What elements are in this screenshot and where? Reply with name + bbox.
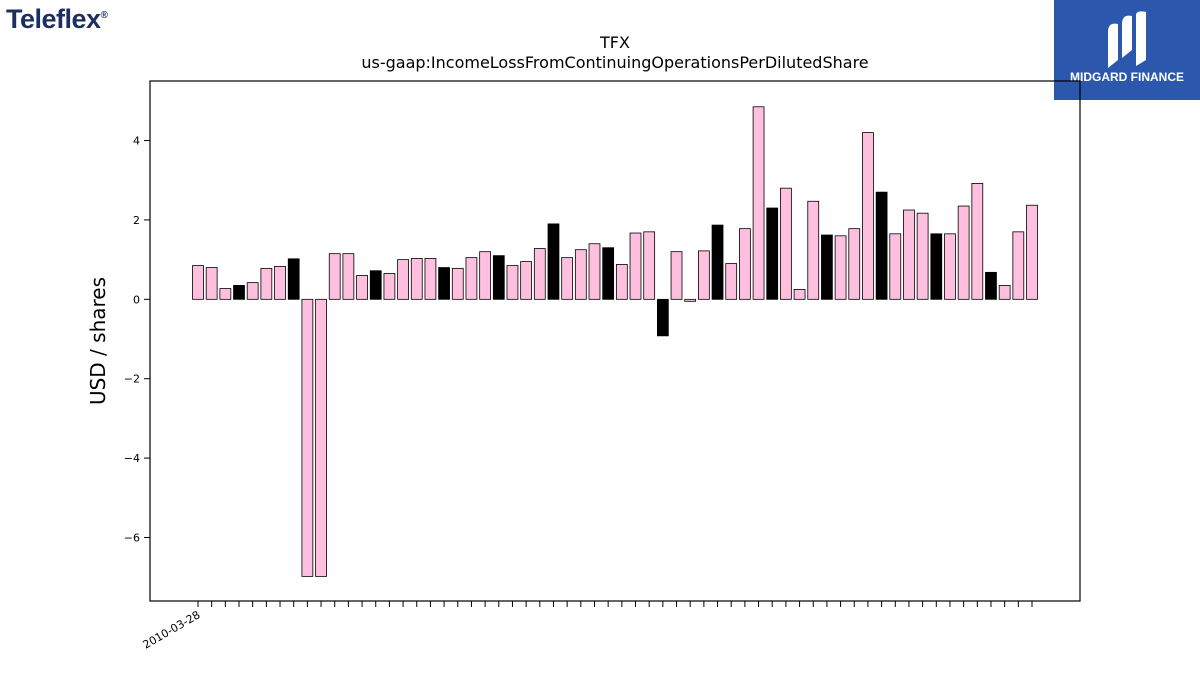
bar: [301, 298, 314, 577]
bar: [985, 271, 997, 300]
bar: [875, 191, 888, 300]
bar: [438, 267, 450, 300]
bar: [465, 257, 478, 300]
bar: [492, 255, 505, 300]
bar: [533, 248, 546, 300]
bar: [629, 232, 642, 300]
registered-mark: ®: [100, 10, 108, 21]
y-tick-label: −4: [124, 452, 140, 465]
bar: [192, 265, 204, 300]
bar: [903, 209, 915, 300]
bar: [889, 233, 902, 300]
bar: [916, 212, 929, 300]
y-tick-label: 0: [133, 293, 140, 306]
bar: [862, 132, 874, 300]
y-axis-label: USD / shares: [86, 277, 110, 405]
company-logo: Teleflex®: [6, 4, 108, 35]
chart-subtitle: us-gaap:IncomeLossFromContinuingOperatio…: [361, 53, 868, 72]
bar: [410, 258, 423, 300]
bar: [957, 205, 970, 300]
bar: [506, 265, 519, 300]
bar: [260, 267, 273, 300]
bar: [574, 249, 587, 300]
bar: [369, 270, 382, 300]
bar: [328, 253, 341, 300]
bar: [246, 282, 259, 300]
bar: [807, 200, 820, 300]
bar: [588, 243, 601, 300]
bar: [1012, 231, 1025, 300]
bar: [725, 263, 738, 300]
bar: [356, 275, 368, 300]
bar: [834, 235, 847, 300]
bar: [287, 258, 300, 300]
bar: [998, 285, 1011, 300]
y-tick-label: 4: [133, 135, 140, 148]
y-tick-label: −2: [124, 373, 140, 386]
bar: [848, 228, 861, 300]
bar: [479, 251, 491, 300]
bar: [520, 261, 532, 300]
bar: [780, 187, 792, 300]
y-tick-label: 2: [133, 214, 140, 227]
bar: [205, 267, 218, 300]
bar: [424, 258, 437, 300]
bar: [930, 233, 943, 300]
sponsor-emblem-icon: [1108, 11, 1146, 68]
bar: [656, 298, 669, 337]
x-tick-label: 2010-03-28: [141, 608, 203, 651]
bar: [274, 265, 286, 300]
bar: [342, 253, 355, 300]
plot-frame: [149, 80, 1081, 602]
bar: [821, 234, 833, 300]
bar: [739, 228, 751, 300]
bar: [793, 288, 806, 300]
bar: [698, 250, 710, 300]
bar: [383, 273, 396, 300]
bar: [451, 267, 464, 300]
sponsor-logo: MIDGARD FINANCE: [1054, 0, 1200, 100]
bar: [219, 288, 232, 300]
y-tick-label: −6: [124, 531, 140, 544]
bar: [752, 106, 765, 300]
bar: [602, 247, 615, 300]
bar: [615, 263, 628, 300]
bar: [670, 251, 683, 300]
company-logo-text: Teleflex: [6, 4, 101, 34]
bar: [971, 183, 984, 300]
bar: [547, 223, 560, 300]
sponsor-name: MIDGARD FINANCE: [1070, 70, 1184, 84]
bar: [233, 285, 245, 300]
bar: [711, 224, 724, 300]
bar: [643, 231, 656, 300]
bar: [944, 233, 956, 300]
plot-area: 4 2 0 −2 −4 −6 2010-03-28: [124, 106, 1038, 652]
bar: [684, 298, 697, 302]
bar: [561, 257, 574, 300]
bar: [397, 259, 409, 300]
chart-title: TFX: [599, 33, 630, 52]
bar: [315, 298, 327, 577]
bar: [1026, 204, 1038, 300]
bar: [766, 207, 779, 300]
